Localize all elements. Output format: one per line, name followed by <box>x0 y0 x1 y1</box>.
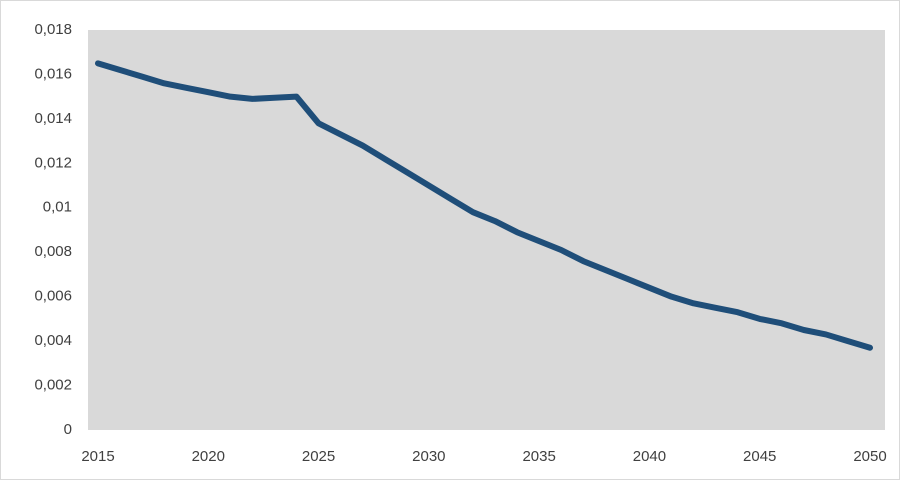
y-tick-label: 0,014 <box>34 110 72 127</box>
x-tick-label: 2040 <box>633 448 666 465</box>
y-tick-label: 0,002 <box>34 377 72 394</box>
x-tick-label: 2030 <box>412 448 445 465</box>
y-tick-label: 0,008 <box>34 243 72 260</box>
y-tick-label: 0 <box>64 421 72 438</box>
y-tick-label: 0,01 <box>43 199 72 216</box>
data-line <box>95 60 873 351</box>
x-tick-label: 2020 <box>192 448 225 465</box>
x-tick-label: 2015 <box>81 448 114 465</box>
x-tick-label: 2025 <box>302 448 335 465</box>
y-tick-label: 0,006 <box>34 288 72 305</box>
y-tick-label: 0,004 <box>34 332 72 349</box>
y-tick-label: 0,016 <box>34 65 72 82</box>
y-tick-label: 0,018 <box>34 21 72 38</box>
x-tick-label: 2035 <box>522 448 555 465</box>
y-tick-label: 0,012 <box>34 154 72 171</box>
x-tick-label: 2045 <box>743 448 776 465</box>
x-tick-label: 2050 <box>853 448 886 465</box>
